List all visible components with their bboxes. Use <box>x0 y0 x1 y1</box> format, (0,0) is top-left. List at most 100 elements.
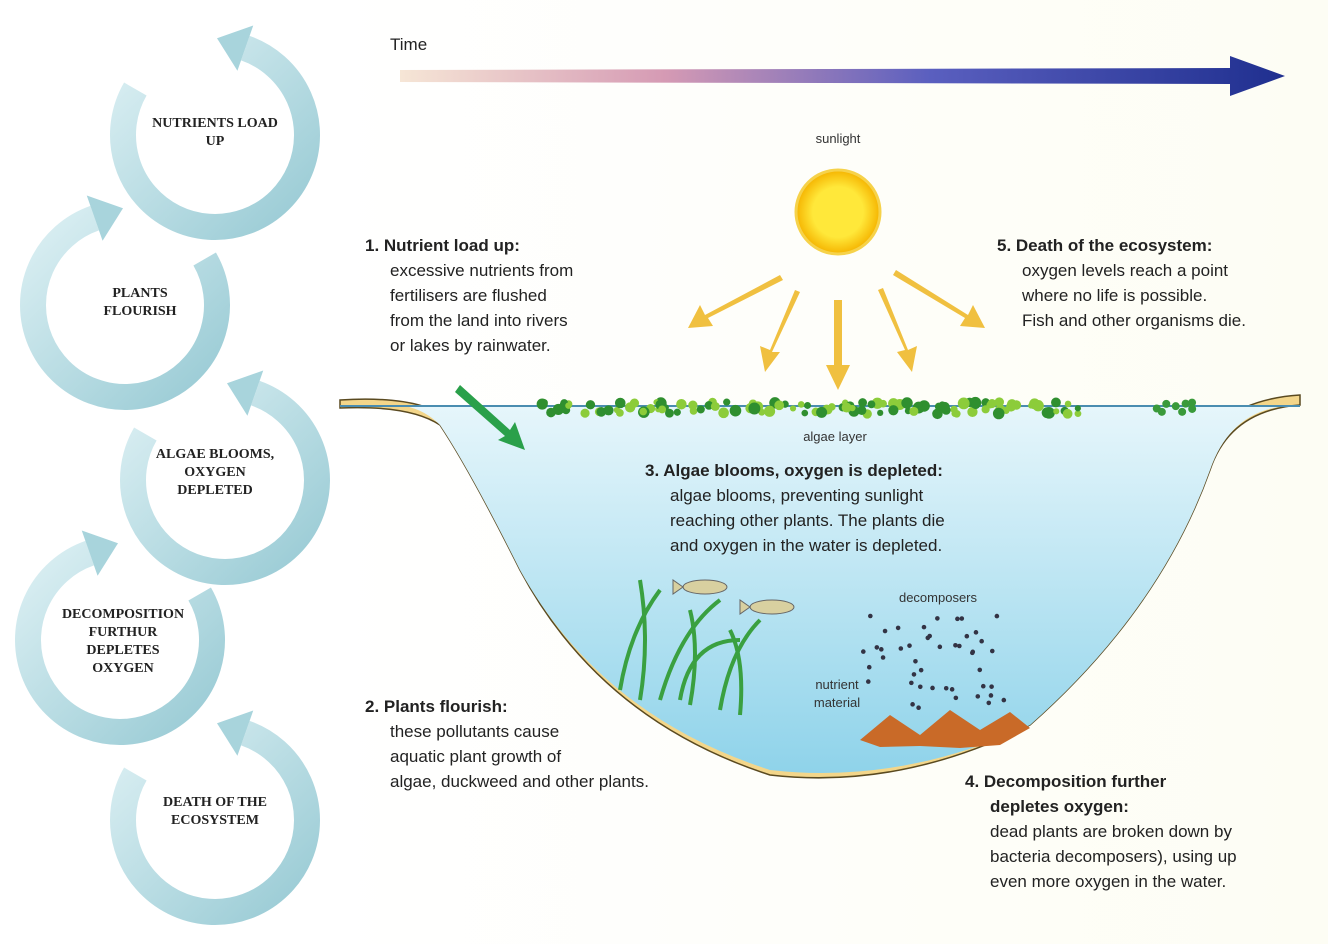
cycle-arc <box>110 720 320 925</box>
algae-dot <box>639 407 648 416</box>
algae-dot <box>679 400 687 408</box>
algae-dot <box>710 401 720 411</box>
runoff-arrow <box>455 385 525 450</box>
cycle-label: DEPLETES <box>86 643 159 658</box>
step-text: dead plants are broken down by <box>990 822 1232 841</box>
cycle-arc <box>110 35 320 240</box>
algae-dot <box>797 401 805 408</box>
decomposer-dot <box>989 684 994 689</box>
decomposer-dot <box>986 700 992 706</box>
step-title: 5. Death of the ecosystem: <box>997 236 1212 255</box>
algae-dot <box>916 402 923 409</box>
algae-dot <box>841 402 852 413</box>
algae-dot <box>1043 407 1055 419</box>
algae-dot <box>1074 405 1081 412</box>
algae-dot <box>1188 398 1197 407</box>
cycle-arrowhead <box>217 710 254 756</box>
algae-dot <box>585 400 596 410</box>
decomposer-dot <box>882 628 888 634</box>
algae-dot <box>967 406 978 418</box>
step-text: from the land into rivers <box>390 311 568 330</box>
cycle-arrowhead <box>227 370 264 416</box>
algae-dot <box>888 405 899 416</box>
nutrient-label: material <box>814 695 860 710</box>
cycle-arc <box>120 380 330 585</box>
algae-dot <box>1032 400 1044 412</box>
time-label: Time <box>390 35 427 54</box>
algae-dot <box>816 406 828 418</box>
step-title: 1. Nutrient load up: <box>365 236 520 255</box>
algae-dot <box>580 408 590 418</box>
algae-dot <box>629 398 640 408</box>
cycle-label: FURTHUR <box>89 625 159 640</box>
algae-dot <box>565 402 572 409</box>
algae-dot <box>1002 406 1010 414</box>
cycle-arrowhead <box>86 195 123 241</box>
algae-dot <box>665 408 674 418</box>
step-text: bacteria decomposers), using up <box>990 847 1237 866</box>
decomposer-dot <box>880 655 886 660</box>
algae-dot <box>952 409 961 418</box>
cycle-label: OXYGEN <box>184 465 245 480</box>
step-text: fertilisers are flushed <box>390 286 547 305</box>
decomposer-dot <box>909 680 914 686</box>
algae-dot <box>992 407 1005 420</box>
step-text: or lakes by rainwater. <box>390 336 551 355</box>
algae-dot <box>615 408 624 417</box>
decomposer-dot <box>980 683 986 689</box>
decomposer-dot <box>994 613 1000 619</box>
algae-dot <box>909 406 919 416</box>
cycle-label: OXYGEN <box>92 661 153 676</box>
step-title: depletes oxygen: <box>990 797 1129 816</box>
decomposer-dot <box>955 616 960 622</box>
water <box>405 406 1285 773</box>
cycle-arc <box>20 205 230 410</box>
decomposer-dot <box>918 667 924 673</box>
cycle-label: FLOURISH <box>103 304 176 319</box>
decomposer-dot <box>943 685 949 691</box>
algae-dot <box>1028 402 1035 409</box>
decomposer-dot <box>1001 697 1007 703</box>
algae-dot <box>971 400 981 410</box>
algae-dot <box>879 399 887 408</box>
sunlight-label: sunlight <box>816 131 861 146</box>
nutrient-label: nutrient <box>815 677 859 692</box>
algae-dot <box>986 401 994 409</box>
sun-rays <box>688 270 985 390</box>
cycle-arrows <box>15 25 330 925</box>
algae-dot <box>673 408 681 416</box>
algae-dot <box>696 405 705 414</box>
step-text: and oxygen in the water is depleted. <box>670 536 942 555</box>
decomposer-dot <box>925 635 931 641</box>
algae-dot <box>729 404 742 417</box>
step-text: reaching other plants. The plants die <box>670 511 945 530</box>
algae-dot <box>723 398 731 406</box>
decomposer-dot <box>895 625 901 631</box>
decomposer-dot <box>957 643 962 649</box>
step-text: algae, duckweed and other plants. <box>390 772 649 791</box>
algae-dot <box>1178 407 1187 416</box>
step-text: even more oxygen in the water. <box>990 872 1226 891</box>
decomposer-dot <box>879 647 884 652</box>
decomposers-label: decomposers <box>899 590 978 605</box>
algae-dot <box>774 400 785 411</box>
algae-dot <box>801 409 809 417</box>
cycle-label: DECOMPOSITION <box>62 607 184 622</box>
algae-dot <box>1162 399 1171 408</box>
algae-dot <box>536 398 548 410</box>
step-text: where no life is possible. <box>1021 286 1207 305</box>
algae-layer-label: algae layer <box>803 429 867 444</box>
decomposer-dot <box>959 616 965 621</box>
decomposer-dot <box>868 613 873 619</box>
cycle-arrowhead <box>81 530 118 576</box>
algae-dot <box>857 405 867 415</box>
algae-dot <box>748 402 761 415</box>
step-text: oxygen levels reach a point <box>1022 261 1228 280</box>
algae-dot <box>1006 399 1017 410</box>
algae-dot <box>1188 404 1197 413</box>
decomposer-dot <box>898 646 904 651</box>
step-title: 4. Decomposition further <box>965 772 1167 791</box>
algae-dot <box>1051 397 1061 408</box>
cycle-label: DEATH OF THE <box>163 795 267 810</box>
decomposer-dot <box>874 645 880 650</box>
